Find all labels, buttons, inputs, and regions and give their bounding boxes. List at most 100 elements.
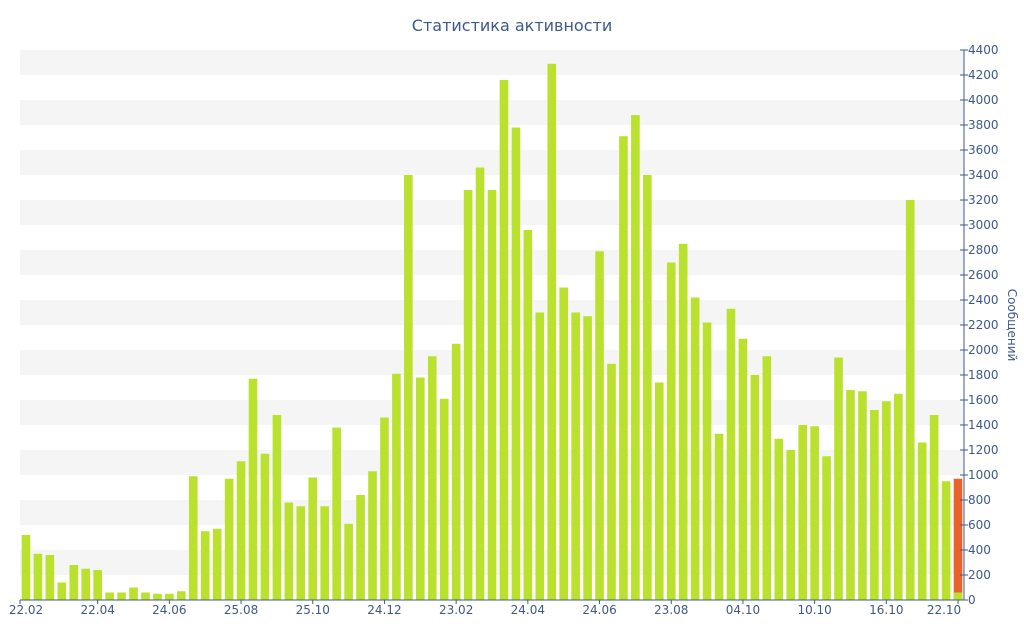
y-tick-label: 4000 [968,93,999,107]
x-tick-label: 10.10 [797,603,831,617]
y-tick-label: 1000 [968,468,999,482]
bar [607,363,616,600]
y-tick-label: 200 [968,568,991,582]
bar [332,427,341,600]
y-tick-label: 1400 [968,418,999,432]
y-tick-label: 4200 [968,68,999,82]
bar [224,478,234,600]
bars-group [21,63,963,600]
bar [893,393,903,600]
bar [368,471,377,600]
bar [870,410,879,600]
x-axis: 22.02 22.04 24.06 25.08 25.10 24.12 23.02 24.04… [9,599,964,617]
bar [643,175,652,600]
bar [631,115,640,600]
y-tick-label: 3400 [968,168,999,182]
bar [21,535,31,600]
y-tick-label: 2000 [968,343,999,357]
x-tick-label: 23.02 [439,603,473,617]
y-tick-label: 1800 [968,368,999,382]
bar [702,322,712,600]
bar [284,502,294,600]
bar [822,456,831,600]
bar [678,243,688,600]
y-tick-label: 2200 [968,318,999,332]
y-axis-label: Сообщений [1005,289,1019,362]
bar [344,523,353,600]
y-tick-label: 2800 [968,243,999,257]
bar [547,63,557,600]
bar [248,378,258,600]
bar [188,476,198,600]
bar [882,401,891,600]
y-tick-label: 3000 [968,218,999,232]
bar [427,356,437,600]
bar [93,570,102,600]
y-axis: 0 200 400 600 800 1000 1200 1400 1600 1800 2000 220… [960,43,999,607]
bar [834,357,843,600]
bar [953,592,963,600]
bar [774,438,784,600]
bar [356,495,365,600]
bar [511,127,521,600]
bar [439,398,449,600]
bar [571,312,580,600]
bar [392,373,401,600]
bar [260,453,270,600]
grid-band [20,100,964,125]
bar [690,297,700,600]
x-tick-label: 24.06 [152,603,186,617]
y-tick-label: 3600 [968,143,999,157]
x-tick-label: 04.10 [726,603,760,617]
bar [463,190,473,600]
y-tick-label: 1600 [968,393,999,407]
bar [654,382,664,600]
y-tick-label: 4400 [968,43,999,57]
bar [595,251,604,600]
bar [81,568,91,600]
y-tick-label: 600 [968,518,991,532]
bar [523,230,533,600]
y-tick-label: 3200 [968,193,999,207]
x-tick-label: 24.04 [511,603,545,617]
y-tick-label: 2400 [968,293,999,307]
x-tick-label: 22.10 [927,603,961,617]
bar [57,582,67,600]
bar [33,553,43,600]
bar [714,433,724,600]
bar [583,316,592,600]
x-tick-label: 16.10 [869,603,903,617]
bar [380,417,389,600]
x-tick-label: 25.10 [296,603,330,617]
bar [726,308,736,600]
bar [846,390,855,600]
bar [153,593,162,600]
x-tick-label: 22.02 [9,603,43,617]
x-tick-label: 24.12 [367,603,401,617]
bar [475,167,485,600]
bar [451,343,461,600]
bar [141,592,150,600]
bar [487,190,497,600]
bar [129,587,138,600]
bar [272,415,282,600]
grid-band [20,50,964,75]
y-tick-label: 2600 [968,268,999,282]
bar [810,426,819,600]
bar [535,312,545,600]
y-tick-label: 0 [968,593,976,607]
bar [117,592,126,600]
bar [905,200,915,600]
x-tick-label: 23.08 [654,603,688,617]
y-tick-label: 400 [968,543,991,557]
bar [177,591,186,600]
bar [619,136,628,600]
bar [929,415,939,600]
x-tick-label: 25.08 [224,603,258,617]
bar [917,442,927,600]
y-tick-label: 3800 [968,118,999,132]
bar [69,565,79,600]
bar [786,450,796,600]
bar [858,391,867,600]
bar [236,461,246,600]
